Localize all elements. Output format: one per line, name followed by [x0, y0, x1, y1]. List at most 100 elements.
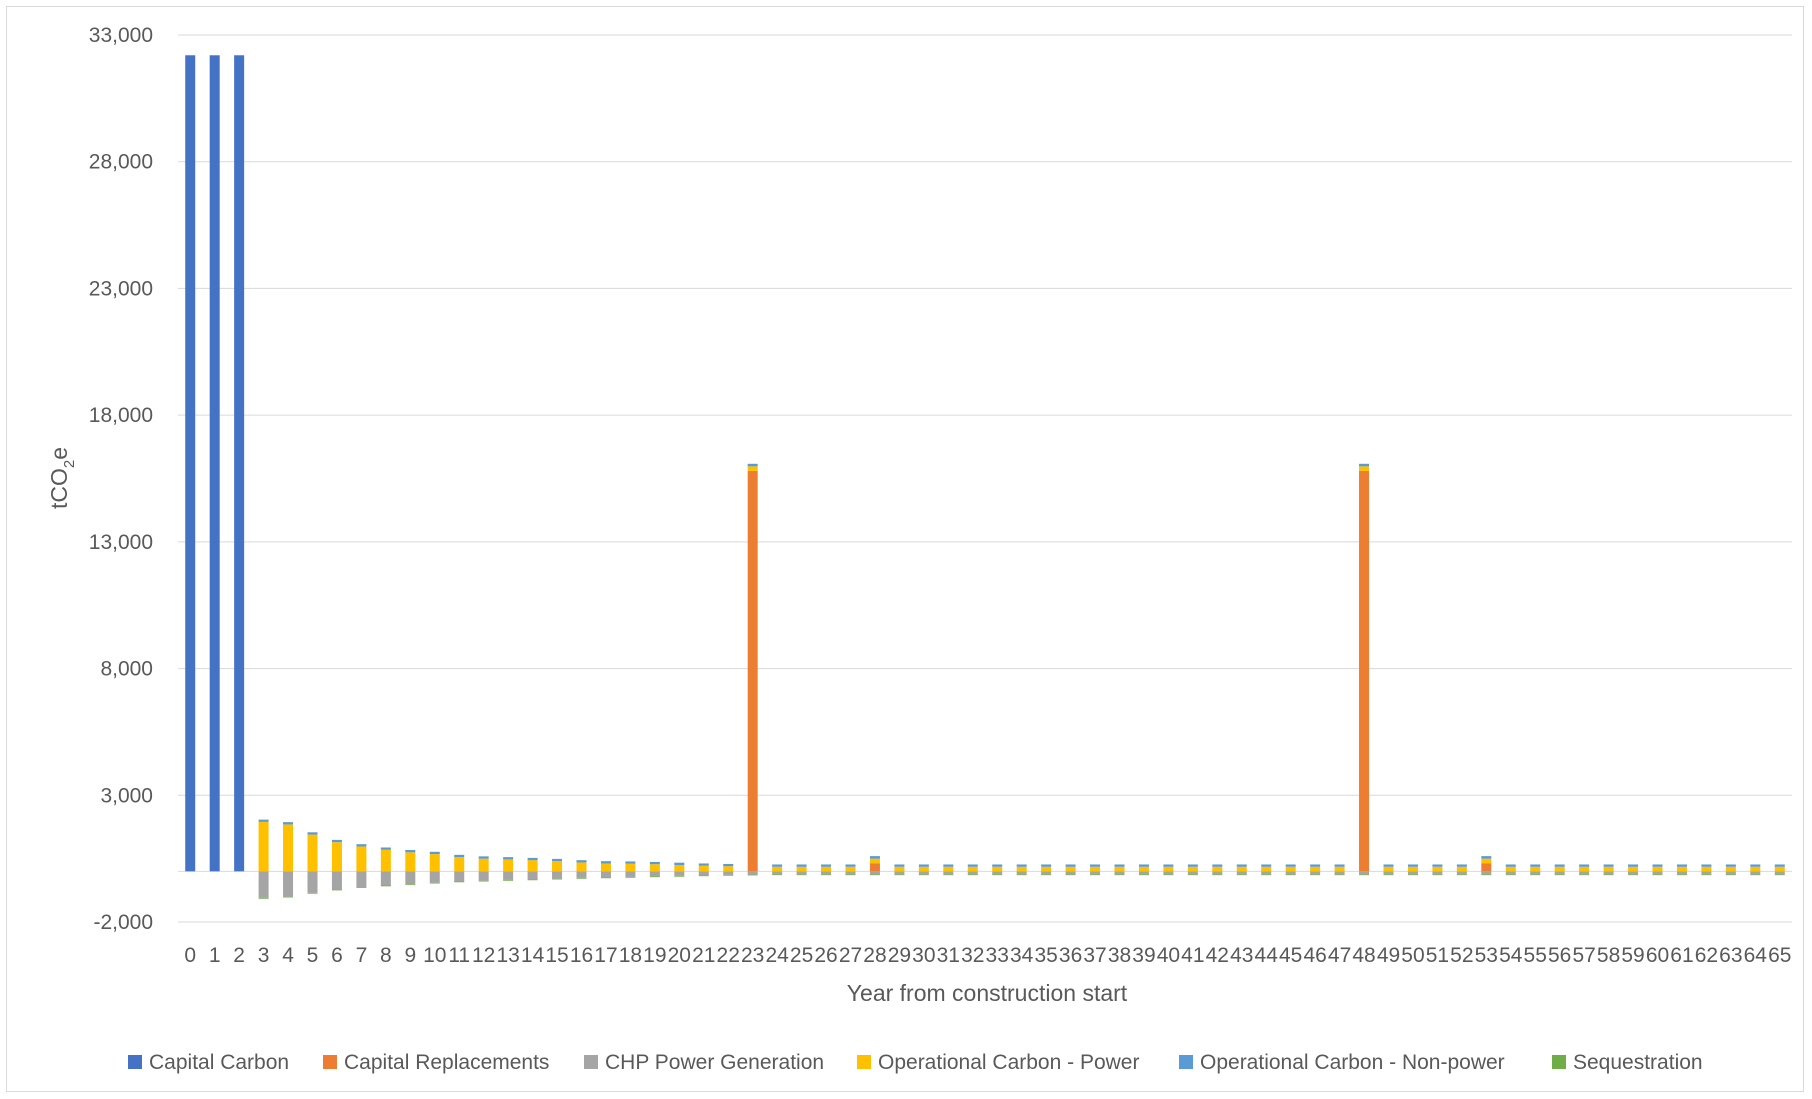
bar-segment — [234, 55, 245, 872]
legend-swatch — [857, 1055, 871, 1069]
bar-segment — [1383, 871, 1394, 875]
bar-segment — [600, 871, 611, 878]
bar-segment — [331, 839, 342, 843]
x-tick-label: 63 — [1719, 944, 1742, 967]
gridlines — [178, 34, 1792, 923]
x-tick-label: 3 — [258, 944, 270, 967]
bar-segment — [1065, 866, 1076, 872]
bar-segment — [1285, 874, 1296, 876]
legend-item: CHP Power Generation — [584, 1051, 824, 1074]
bar-segment — [1530, 866, 1541, 872]
bar-segment — [1359, 463, 1370, 467]
bar-segment — [845, 864, 856, 867]
bar-segment — [1456, 866, 1467, 872]
x-tick-label: 35 — [1034, 944, 1057, 967]
bar-segment — [1016, 871, 1027, 875]
bar-segment — [1138, 871, 1149, 875]
x-tick-label: 54 — [1499, 944, 1523, 967]
bar-segment — [503, 857, 514, 860]
bar-segment — [258, 819, 269, 822]
legend-item: Operational Carbon - Non-power — [1179, 1051, 1505, 1074]
bar-segment — [894, 871, 905, 875]
bar-segment — [454, 854, 465, 858]
bar-segment — [1359, 874, 1370, 876]
bar-segment — [1261, 871, 1272, 875]
bar-segment — [1725, 874, 1736, 876]
bar-segment — [1554, 866, 1565, 872]
bar-segment — [1041, 864, 1052, 867]
bar-segment — [1725, 866, 1736, 872]
x-tick-label: 2 — [233, 944, 245, 967]
bar-segment — [1701, 866, 1712, 872]
x-tick-label: 58 — [1597, 944, 1620, 967]
x-tick-label: 53 — [1475, 944, 1498, 967]
bar-segment — [1090, 874, 1101, 876]
x-tick-label: 61 — [1670, 944, 1693, 967]
bar-segment — [1652, 866, 1663, 872]
x-tick-label: 21 — [692, 944, 715, 967]
bar-segment — [1310, 871, 1321, 875]
x-tick-label: 50 — [1401, 944, 1424, 967]
bar-segment — [527, 879, 538, 881]
x-tick-label: 25 — [790, 944, 813, 967]
bar-segment — [1041, 866, 1052, 872]
bar-segment — [772, 874, 783, 876]
bar-segment — [1236, 871, 1247, 875]
bar-segment — [1652, 864, 1663, 867]
bar-segment — [674, 862, 685, 865]
bar-segment — [1774, 864, 1785, 867]
bar-segment — [552, 858, 563, 862]
bar-segment — [1774, 871, 1785, 875]
bar-segment — [1334, 871, 1345, 875]
y-tick-label: 3,000 — [100, 784, 153, 807]
x-tick-label: 62 — [1695, 944, 1718, 967]
y-axis-title-base: tCO — [46, 468, 72, 509]
x-tick-label: 42 — [1206, 944, 1229, 967]
bar-segment — [1163, 871, 1174, 875]
bar-segment — [1187, 864, 1198, 867]
bar-segment — [331, 871, 342, 890]
bar-segment — [967, 864, 978, 867]
bar-segment — [845, 871, 856, 875]
bar-segment — [283, 896, 294, 898]
bar-segment — [1481, 856, 1492, 859]
bar-segment — [772, 871, 783, 875]
bar-segment — [1603, 871, 1614, 875]
legend-item: Capital Replacements — [323, 1051, 549, 1074]
bar-segment — [185, 55, 196, 872]
legend-label: Operational Carbon - Power — [878, 1051, 1139, 1074]
bar-segment — [478, 880, 489, 882]
bar-segment — [1114, 864, 1125, 867]
bar-segment — [307, 892, 318, 894]
x-tick-label: 44 — [1255, 944, 1279, 967]
bar-segment — [967, 874, 978, 876]
x-tick-label: 46 — [1303, 944, 1326, 967]
bar-segment — [796, 874, 807, 876]
bar-segment — [1310, 864, 1321, 867]
bar-segment — [307, 871, 318, 893]
legend-label: CHP Power Generation — [605, 1051, 824, 1074]
legend-swatch — [128, 1055, 142, 1069]
bar-segment — [918, 871, 929, 875]
bar-segment — [454, 881, 465, 883]
legend-swatch — [323, 1055, 337, 1069]
bar-segment — [723, 863, 734, 867]
bar-segment — [1701, 874, 1712, 876]
x-tick-label: 24 — [765, 944, 789, 967]
bar-segment — [1138, 866, 1149, 872]
y-tick-label: 8,000 — [100, 658, 153, 681]
bar-segment — [1628, 864, 1639, 867]
bar-segment — [992, 864, 1003, 867]
bar-segment — [649, 864, 660, 872]
x-tick-label: 49 — [1377, 944, 1400, 967]
bar-segment — [1676, 864, 1687, 867]
bar-segment — [796, 864, 807, 867]
bar-segment — [1725, 864, 1736, 867]
bar-segment — [723, 874, 734, 876]
bar-segment — [1114, 871, 1125, 875]
x-tick-label: 0 — [184, 944, 196, 967]
bar-segment — [1310, 874, 1321, 876]
bar-segment — [1505, 864, 1516, 867]
bar-segment — [1334, 866, 1345, 872]
